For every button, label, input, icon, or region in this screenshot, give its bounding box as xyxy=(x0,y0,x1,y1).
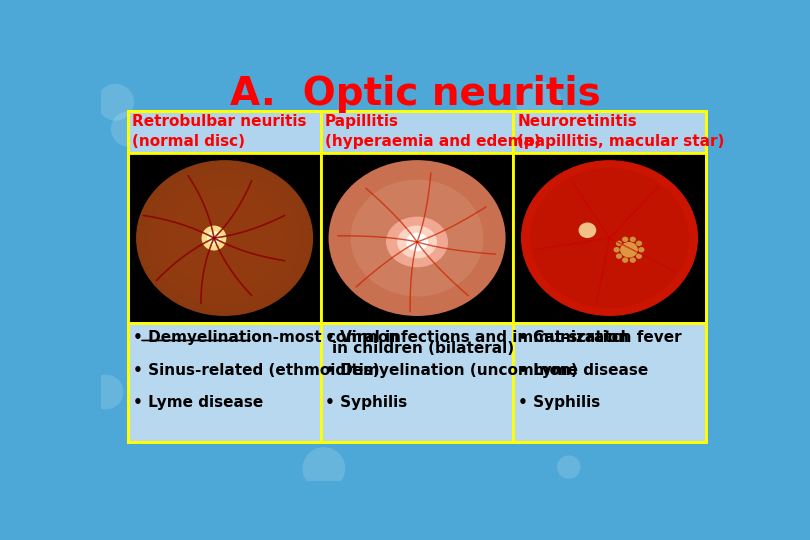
Ellipse shape xyxy=(167,187,282,289)
Ellipse shape xyxy=(516,82,562,127)
Ellipse shape xyxy=(329,160,505,316)
Ellipse shape xyxy=(362,197,406,241)
Ellipse shape xyxy=(173,253,193,273)
Ellipse shape xyxy=(530,375,558,403)
Ellipse shape xyxy=(237,288,251,302)
Ellipse shape xyxy=(450,115,467,131)
Ellipse shape xyxy=(636,241,642,246)
Text: • Viral infections and immunization: • Viral infections and immunization xyxy=(326,330,629,346)
Text: Papillitis
(hyperaemia and edema): Papillitis (hyperaemia and edema) xyxy=(325,114,540,149)
Ellipse shape xyxy=(571,383,587,400)
Bar xyxy=(128,323,321,442)
Ellipse shape xyxy=(520,113,539,132)
Ellipse shape xyxy=(397,226,437,258)
Ellipse shape xyxy=(260,170,296,204)
Ellipse shape xyxy=(530,168,689,308)
Bar xyxy=(321,153,514,323)
Ellipse shape xyxy=(616,241,622,246)
Ellipse shape xyxy=(302,447,345,490)
Text: • Lyme disease: • Lyme disease xyxy=(133,395,263,410)
Ellipse shape xyxy=(140,164,309,312)
Bar xyxy=(514,111,706,153)
Text: Retrobulbar neuritis
(normal disc): Retrobulbar neuritis (normal disc) xyxy=(132,114,307,149)
Bar xyxy=(128,111,321,153)
Ellipse shape xyxy=(613,247,620,253)
Ellipse shape xyxy=(616,253,622,259)
Ellipse shape xyxy=(88,375,123,409)
Ellipse shape xyxy=(620,242,637,258)
Ellipse shape xyxy=(149,172,300,304)
Ellipse shape xyxy=(324,251,343,269)
Ellipse shape xyxy=(622,237,629,242)
Text: • Demyelination-most common: • Demyelination-most common xyxy=(133,330,399,346)
Ellipse shape xyxy=(111,111,147,147)
Text: • Syphilis: • Syphilis xyxy=(326,395,407,410)
Ellipse shape xyxy=(492,393,519,421)
Ellipse shape xyxy=(566,313,597,345)
Ellipse shape xyxy=(202,226,226,251)
Ellipse shape xyxy=(406,233,428,251)
Ellipse shape xyxy=(602,308,640,347)
Ellipse shape xyxy=(630,155,644,169)
Ellipse shape xyxy=(97,84,134,120)
Ellipse shape xyxy=(136,160,313,316)
Text: Neuroretinitis
(papillitis, macular star): Neuroretinitis (papillitis, macular star… xyxy=(517,114,724,149)
Ellipse shape xyxy=(636,253,642,259)
Text: • Lyme disease: • Lyme disease xyxy=(518,363,648,378)
Ellipse shape xyxy=(362,141,389,167)
Text: in children (bilateral): in children (bilateral) xyxy=(331,341,514,356)
Text: • Sinus-related (ethmoiditis): • Sinus-related (ethmoiditis) xyxy=(133,363,380,378)
Ellipse shape xyxy=(347,394,365,412)
Ellipse shape xyxy=(578,222,596,238)
Ellipse shape xyxy=(566,227,608,268)
Ellipse shape xyxy=(386,217,448,267)
Ellipse shape xyxy=(501,226,542,267)
Ellipse shape xyxy=(446,185,459,198)
Ellipse shape xyxy=(557,455,581,479)
Text: A.  Optic neuritis: A. Optic neuritis xyxy=(230,75,600,113)
Bar xyxy=(128,111,706,442)
Ellipse shape xyxy=(433,373,468,408)
Text: • Syphilis: • Syphilis xyxy=(518,395,600,410)
Bar xyxy=(321,111,514,153)
Bar xyxy=(514,153,706,323)
Ellipse shape xyxy=(595,215,617,237)
Ellipse shape xyxy=(638,247,645,253)
Ellipse shape xyxy=(158,180,291,296)
Text: • Demyelination (uncommon): • Demyelination (uncommon) xyxy=(326,363,578,378)
Ellipse shape xyxy=(622,258,629,263)
Ellipse shape xyxy=(629,237,636,242)
Bar xyxy=(321,323,514,442)
Ellipse shape xyxy=(576,132,604,160)
Ellipse shape xyxy=(351,180,484,296)
Ellipse shape xyxy=(521,174,561,215)
Text: • Cat-scratch fever: • Cat-scratch fever xyxy=(518,330,681,346)
Ellipse shape xyxy=(521,160,698,316)
Bar xyxy=(128,153,321,323)
Ellipse shape xyxy=(207,231,221,245)
Ellipse shape xyxy=(629,258,636,263)
Ellipse shape xyxy=(505,245,537,276)
Ellipse shape xyxy=(377,117,406,146)
Bar xyxy=(514,323,706,442)
